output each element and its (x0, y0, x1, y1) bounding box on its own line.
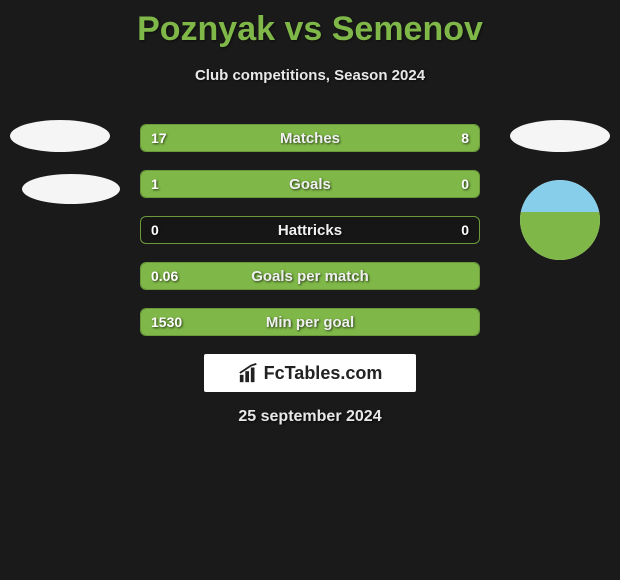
stat-row: 0.06 Goals per match (140, 262, 480, 290)
stat-right-value: 0 (461, 222, 469, 238)
page-title: Poznyak vs Semenov (0, 0, 620, 49)
stat-row: 1 Goals 0 (140, 170, 480, 198)
barchart-icon (238, 362, 260, 384)
team-right-logo-1 (510, 120, 610, 152)
stat-label: Hattricks (141, 222, 479, 239)
stat-row: 0 Hattricks 0 (140, 216, 480, 244)
stat-row: 17 Matches 8 (140, 124, 480, 152)
team-left-logo-1 (10, 120, 110, 152)
stat-label: Matches (141, 130, 479, 147)
stat-label: Min per goal (141, 314, 479, 331)
stats-container: 17 Matches 8 1 Goals 0 0 Hattricks 0 0.0… (140, 124, 480, 354)
stat-label: Goals per match (141, 268, 479, 285)
stat-label: Goals (141, 176, 479, 193)
stat-right-value: 0 (461, 176, 469, 192)
stat-right-value: 8 (461, 130, 469, 146)
team-right-logo-2 (520, 180, 600, 260)
page-subtitle: Club competitions, Season 2024 (0, 67, 620, 84)
team-left-logo-2 (22, 174, 120, 204)
branding-text: FcTables.com (264, 363, 383, 384)
stat-row: 1530 Min per goal (140, 308, 480, 336)
date-text: 25 september 2024 (0, 408, 620, 426)
branding-badge[interactable]: FcTables.com (204, 354, 416, 392)
